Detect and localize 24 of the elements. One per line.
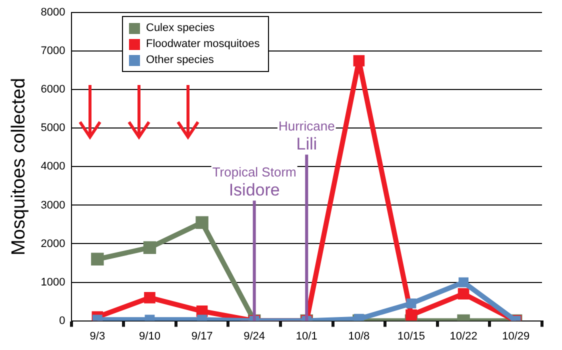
x-tick-label: 9/17: [191, 330, 213, 342]
x-tick-label: 10/1: [296, 330, 318, 342]
x-tick-label: 9/24: [244, 330, 266, 342]
y-tick-label: 1000: [40, 276, 66, 288]
ref-line-label: Tropical Storm Isidore: [212, 164, 296, 200]
x-tick-label: 9/10: [139, 330, 160, 342]
y-tick-label: 2000: [40, 238, 66, 250]
y-tick-label: 6000: [40, 84, 66, 96]
x-tick-label: 10/8: [348, 330, 370, 342]
legend-label: Floodwater mosquitoes: [146, 38, 260, 50]
y-tick-label: 5000: [40, 122, 66, 134]
legend-label: Culex species: [146, 22, 214, 34]
y-tick-label: 7000: [40, 45, 66, 58]
y-axis-title: Mosquitoes collected: [8, 78, 30, 256]
y-tick-label: 0: [59, 314, 66, 327]
y-tick-label: 3000: [40, 199, 66, 212]
ref-line-label: Hurricane Lili: [278, 118, 335, 154]
x-tick-label: 10/15: [397, 330, 426, 342]
x-tick-label: 9/3: [90, 330, 106, 342]
y-tick-label: 8000: [40, 6, 66, 19]
x-tick-label: 10/29: [502, 330, 530, 342]
legend-label: Other species: [146, 54, 214, 66]
x-tick-label: 10/22: [450, 330, 478, 342]
y-tick-label: 4000: [40, 160, 66, 173]
